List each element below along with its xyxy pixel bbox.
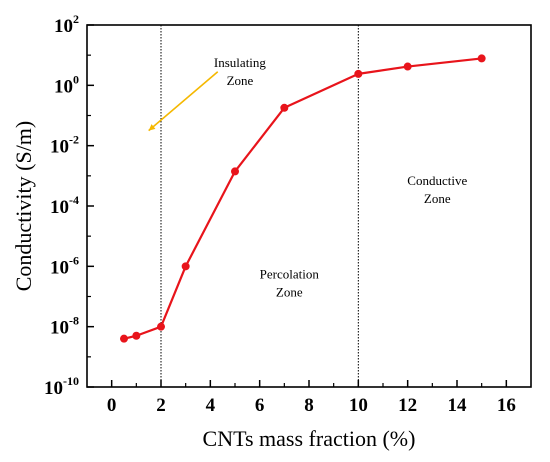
y-tick-base: 10 xyxy=(50,137,69,158)
data-point xyxy=(231,167,239,176)
data-point xyxy=(477,54,486,63)
x-tick-label: 12 xyxy=(398,395,417,416)
zone-label-line: Zone xyxy=(424,191,451,206)
insulating-arrow xyxy=(148,71,219,132)
y-tick-exponent: 0 xyxy=(73,72,79,86)
x-tick-label: 2 xyxy=(156,395,166,416)
y-tick-label: 10-8 xyxy=(50,314,79,339)
y-tick-label: 10-6 xyxy=(50,253,79,278)
y-tick-exponent: -8 xyxy=(69,314,79,328)
y-tick-label: 102 xyxy=(54,12,79,37)
y-tick-label: 100 xyxy=(54,72,79,97)
zone-label: Insulating Zone xyxy=(214,55,266,88)
plot-frame xyxy=(86,24,532,388)
arrow-head xyxy=(148,124,156,131)
y-tick-label: 10-2 xyxy=(50,133,79,158)
x-tick-label: 6 xyxy=(255,395,265,416)
y-axis-title: Conductivity (S/m) xyxy=(11,121,36,292)
zone-label: Conductive Zone xyxy=(407,173,467,206)
data-point xyxy=(403,62,412,71)
x-tick-label: 10 xyxy=(349,395,368,416)
zone-label-line: Percolation xyxy=(260,266,320,281)
zone-dividers xyxy=(160,25,359,387)
zone-label-line: Conductive xyxy=(407,173,467,188)
x-tick-label: 16 xyxy=(497,395,516,416)
data-point xyxy=(354,69,363,78)
data-point xyxy=(280,103,289,112)
data-point xyxy=(132,331,141,340)
y-tick-exponent: -2 xyxy=(69,133,79,147)
y-tick-exponent: 2 xyxy=(73,12,79,26)
y-tick-base: 10 xyxy=(54,76,73,97)
data-point xyxy=(181,262,190,271)
zone-label-line: Insulating xyxy=(214,55,266,70)
x-axis-title: CNTs mass fraction (%) xyxy=(203,426,416,451)
x-axis: 0 2 4 6 8 10 12 14 16 xyxy=(107,380,516,416)
data-point xyxy=(120,334,128,343)
y-tick-base: 10 xyxy=(50,318,69,339)
x-tick-label: 14 xyxy=(448,395,468,416)
arrow-shaft xyxy=(148,71,219,132)
y-tick-label: 10-4 xyxy=(50,193,79,218)
y-tick-base: 10 xyxy=(50,257,69,278)
y-tick-exponent: -4 xyxy=(69,193,79,207)
x-tick-label: 4 xyxy=(206,395,216,416)
zone-labels: Insulating Zone Percolation Zone Conductive Z… xyxy=(214,55,468,299)
y-tick-base: 10 xyxy=(50,197,69,218)
y-tick-label: 10-10 xyxy=(44,374,79,399)
y-tick-base: 10 xyxy=(44,378,63,399)
zone-label: Percolation Zone xyxy=(260,266,320,299)
zone-label-line: Zone xyxy=(227,73,254,88)
y-tick-exponent: -10 xyxy=(63,374,79,388)
y-tick-base: 10 xyxy=(54,16,73,37)
data-point xyxy=(157,322,165,331)
series xyxy=(120,54,486,343)
y-tick-exponent: -6 xyxy=(69,253,79,267)
x-tick-label: 8 xyxy=(304,395,314,416)
zone-label-line: Zone xyxy=(276,284,303,299)
x-tick-label: 0 xyxy=(107,395,117,416)
